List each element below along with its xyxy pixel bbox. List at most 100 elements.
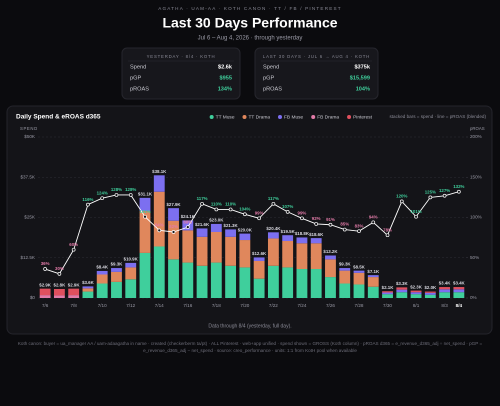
proas-point (128, 193, 133, 197)
bar-segment (439, 292, 451, 298)
bar-segment (267, 238, 279, 266)
bar-segment (82, 286, 94, 289)
proas-point (328, 222, 333, 227)
legend-label: Pinterest (353, 114, 373, 120)
page-title: Last 30 Days Performance (162, 15, 337, 31)
proas-label: 84% (155, 223, 164, 228)
bar-segment (111, 281, 122, 298)
legend-label: TT Drama (249, 114, 271, 120)
proas-label: 116% (82, 197, 93, 202)
proas-label: 101% (139, 209, 150, 214)
bar-segment (396, 289, 408, 293)
bar-segment (367, 275, 379, 278)
bar-total-label: $18.8K (295, 231, 310, 236)
bar-segment (310, 269, 322, 298)
proas-label: 117% (197, 196, 208, 201)
bar-total-label: $27.9K (166, 202, 181, 207)
y2-tick-label: 0% (470, 295, 477, 300)
proas-label: 107% (282, 204, 293, 209)
y2-tick-label: 100% (470, 215, 482, 220)
bar-total-label: $7.1K (367, 269, 380, 274)
bar-segment (53, 295, 65, 298)
bar-segment (282, 267, 294, 298)
x-tick-label: 7/8 (70, 303, 77, 308)
proas-point (300, 216, 304, 221)
bar-segment (82, 291, 94, 298)
proas-label: 124% (97, 190, 108, 195)
bar-segment (453, 289, 465, 293)
proas-label: 128% (125, 187, 136, 192)
bar-segment (453, 292, 465, 298)
x-tick-label: 7/28 (355, 303, 364, 308)
proas-label: 110% (225, 202, 236, 207)
proas-point (171, 230, 176, 234)
bar-segment (125, 279, 137, 298)
legend-swatch (311, 115, 316, 119)
proas-label: 110% (211, 202, 222, 207)
bar-segment (182, 262, 194, 298)
proas-point (57, 272, 62, 276)
bar-segment (196, 228, 208, 237)
bar-segment (410, 290, 422, 293)
bar-segment (125, 267, 137, 280)
bar-total-label: $3.4K (453, 281, 466, 286)
bar-segment (439, 287, 451, 290)
footnote: Koth canon: buyer = ua_manager AA / uam-… (17, 341, 483, 353)
proas-label: 60% (69, 242, 78, 247)
bar-total-label: $13.2K (323, 249, 338, 254)
bar-segment (139, 197, 151, 212)
proas-point (314, 222, 319, 226)
bar-total-label: $3.6K (82, 280, 95, 285)
bar-segment (339, 270, 351, 284)
bar-segment (139, 252, 151, 298)
y2-axis-label: pROAS (470, 126, 485, 131)
bar-segment (453, 287, 465, 290)
bar-segment (367, 277, 379, 287)
legend-label: FB Muse (284, 114, 304, 120)
bar-segment (353, 272, 365, 285)
x-tick-label: 8/3 (441, 303, 448, 308)
bar-segment (410, 294, 422, 298)
proas-point (185, 225, 190, 230)
bar-segment (239, 267, 251, 298)
bar-segment (82, 288, 94, 292)
bar-segment (168, 259, 179, 298)
bar-segment (168, 220, 179, 260)
proas-label: 88% (183, 219, 192, 224)
bar-segment (424, 294, 436, 298)
bar-segment (439, 289, 451, 293)
bar-segment (210, 262, 222, 298)
x-tick-label: 7/16 (183, 303, 192, 308)
y2-tick-label: 150% (470, 174, 482, 179)
x-tick-label: 7/22 (269, 303, 278, 308)
x-tick-label: 7/24 (297, 303, 306, 308)
card-value: 104% (356, 86, 370, 92)
bar-segment (182, 230, 194, 263)
card-label: pROAS (130, 86, 149, 92)
y-axis-label: SPEND (20, 126, 38, 131)
y-tick-label: $12.5K (20, 255, 35, 260)
bar-segment (153, 175, 165, 192)
bar-segment (325, 277, 336, 298)
bar-segment (153, 246, 165, 298)
proas-label: 94% (369, 214, 378, 219)
bar-segment (239, 233, 251, 241)
proas-label: 104% (239, 206, 250, 211)
bar-segment (339, 283, 351, 298)
bar-segment (382, 291, 393, 293)
bar-segment (210, 223, 222, 232)
bar-segment (267, 265, 279, 298)
bar-segment (96, 270, 108, 275)
bar-segment (424, 292, 436, 295)
bar-segment (39, 295, 51, 298)
bar-segment (325, 255, 336, 260)
bar-total-label: $2.0K (424, 285, 437, 290)
bar-segment (39, 288, 51, 296)
x-tick-label: 7/12 (126, 303, 135, 308)
legend-label: FB Drama (317, 114, 339, 120)
card-label: pGP (130, 75, 141, 81)
proas-label: 83% (355, 223, 364, 228)
bar-segment (367, 286, 379, 298)
bar-total-label: $18.6K (309, 232, 324, 237)
card-value: $955 (220, 75, 232, 81)
